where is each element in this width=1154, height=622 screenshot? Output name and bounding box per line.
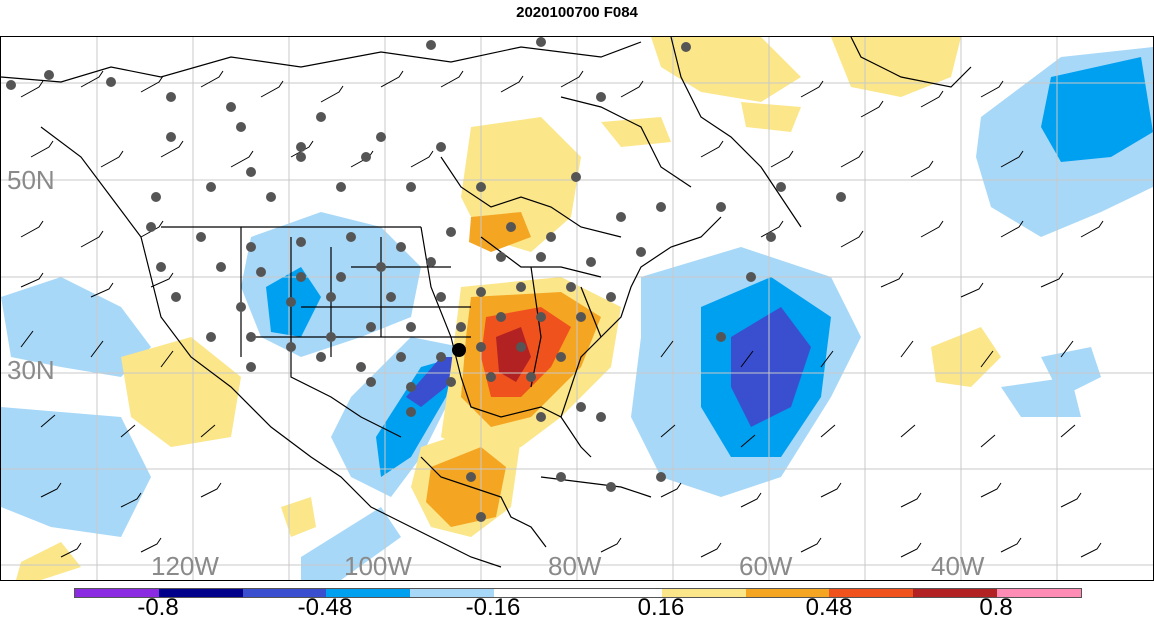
colorbar-cell [75, 589, 159, 597]
anomaly-yellow-north-atlantic [741, 102, 801, 132]
colorbar-cell [158, 589, 243, 597]
colorbar-cell [410, 589, 495, 597]
anomaly-light-blue-east-pacific-inner [31, 297, 101, 357]
anomaly-orange-great-lakes [469, 212, 531, 252]
anomaly-light-blue-south [301, 507, 401, 580]
station-dots [6, 37, 846, 522]
lon-label-100w: 100W [344, 551, 412, 581]
anomaly-yellow-east-atlantic [931, 327, 1001, 387]
colorbar-cell [577, 589, 662, 597]
target-location-dot [452, 343, 466, 357]
lon-label-80w: 80W [548, 551, 602, 581]
colorbar-label: 0.48 [805, 594, 853, 621]
anomaly-dark-red-se-us [496, 327, 531, 382]
coastlines [1, 37, 972, 568]
colorbar [74, 588, 1082, 598]
colorbar-cell [326, 589, 411, 597]
anomaly-yellow-south-pacific [16, 542, 81, 580]
wind-barbs [20, 70, 1104, 558]
colorbar-label: -0.8 [137, 594, 179, 621]
anomaly-orange-yucatan [426, 447, 506, 527]
lon-label-40w: 40W [931, 551, 985, 581]
map-panel: 50N 30N 120W 100W 80W 60W 40W [0, 36, 1154, 581]
anomaly-yellow-greenland-east [831, 37, 961, 97]
lat-label-30n: 30N [7, 355, 55, 385]
colorbar-cell [745, 589, 830, 597]
anomaly-light-blue-east-atlantic-south [1001, 377, 1081, 417]
colorbar-cell [494, 589, 578, 597]
anomaly-dark-blue-gulf [406, 357, 459, 407]
anomaly-yellow-east-pacific [121, 337, 241, 447]
colorbar-cell [242, 589, 327, 597]
colorbar-label: -0.48 [297, 594, 353, 621]
anomaly-yellow-labrador [601, 117, 671, 147]
colorbar-cell [829, 589, 914, 597]
lon-label-120w: 120W [151, 551, 219, 581]
shaded-anomalies [1, 37, 1153, 580]
colorbar-label: 0.8 [979, 594, 1013, 621]
colorbar-label: 0.16 [637, 594, 685, 621]
graticule [1, 37, 1153, 580]
colorbar-label: -0.16 [465, 594, 521, 621]
map-title: 2020100700 F084 [516, 4, 638, 21]
anomaly-dark-blue-central-atlantic [731, 307, 811, 427]
anomaly-yellow-greenland [651, 37, 801, 102]
anomaly-yellow-small [281, 497, 316, 537]
lon-label-60w: 60W [739, 551, 793, 581]
anomaly-light-blue-sw-inner [31, 422, 111, 477]
colorbar-cell [997, 589, 1081, 597]
map-canvas [1, 37, 1153, 580]
colorbar-cell [661, 589, 746, 597]
colorbar-cell [913, 589, 998, 597]
lat-label-50n: 50N [7, 165, 55, 195]
